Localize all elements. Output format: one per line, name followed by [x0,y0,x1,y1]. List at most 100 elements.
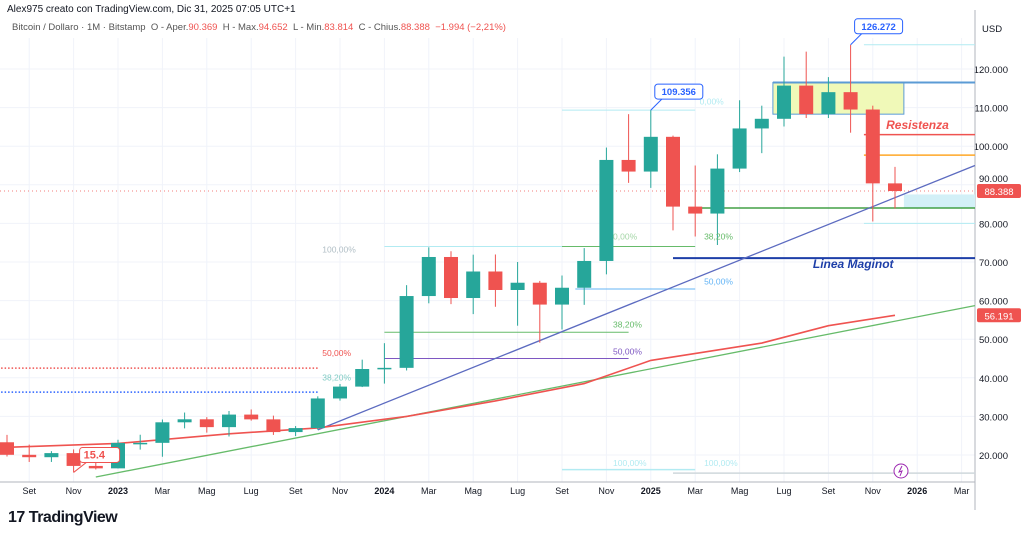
x-tick-label: Nov [865,486,882,496]
change-value: −1.994 (−2,21%) [435,22,506,33]
callout-box [79,446,121,463]
candle-body [355,368,370,387]
candle-body [288,428,303,433]
annotation-label: Resistenza [886,118,949,132]
candle-body [421,256,436,297]
annotation-label: 0,00% [613,232,638,242]
candle-body [310,398,325,429]
annotation-label: 100,00% [322,244,356,254]
annotation-label: 50,00% [613,347,642,357]
tradingview-logo[interactable]: 17 TradingView [8,509,118,527]
x-tick-label: Nov [66,486,83,496]
candle-body [488,271,503,290]
candle-body [577,260,592,288]
annotation-label: 38,20% [704,232,733,242]
zone-box [903,194,975,208]
candle-body [666,136,680,207]
annotation-label: 100,00% [704,458,738,468]
candle-body [66,453,81,466]
price-tag-label: 88.388 [984,187,1013,198]
candle-body [22,454,37,458]
candle-body [510,282,525,290]
x-tick-label: Set [822,486,836,496]
y-tick-label: 50.000 [979,335,1008,346]
lightning-icon-glyph [898,465,903,477]
x-tick-label: Mag [198,486,216,496]
x-tick-label: Lug [776,486,791,496]
high-value: 94.652 [258,22,288,33]
candle-body [377,367,392,370]
annotation-label: 0,00% [700,97,725,107]
open-label: O - Aper. [150,22,189,33]
annotation-label: 38,20% [613,320,642,330]
low-label: L - Min. [292,22,325,33]
x-tick-label: Set [22,486,36,496]
candle-body [555,287,569,305]
logo-mark: 17 [8,509,25,526]
candle-body [732,128,747,169]
candle-body [177,419,192,423]
candle-body [777,85,791,119]
callout-label: 15.4 [84,449,106,461]
currency-label: USD [982,24,1002,35]
candle-body [88,465,103,469]
candle-body [155,422,170,443]
y-tick-label: 60.000 [979,297,1008,308]
y-tick-label: 40.000 [979,374,1008,385]
x-tick-label: Set [555,486,569,496]
callout-pointer [850,32,863,46]
candle-body [199,419,214,428]
y-tick-label: 120.000 [974,65,1008,76]
candle-body [44,453,59,458]
candle-body [710,168,725,214]
open-value: 90.369 [188,22,218,33]
y-tick-label: 100.000 [974,142,1008,153]
x-tick-label: 2023 [108,486,128,496]
callout-box [654,83,704,100]
candle-body [466,271,481,299]
candle-body [688,206,703,214]
trendline [95,304,976,478]
callout-label: 126.272 [861,22,895,33]
candle-body [222,414,236,428]
y-tick-label: 80.000 [979,219,1008,230]
x-tick-label: Mag [464,486,482,496]
zone-box [772,82,905,115]
y-tick-label: 70.000 [979,258,1008,269]
candle-body [266,419,281,433]
price-tag-label: 56.191 [984,311,1013,322]
symbol-label[interactable]: Bitcoin / Dollaro · 1M · Bitstamp [12,22,146,33]
x-tick-label: Set [289,486,303,496]
x-tick-label: Lug [510,486,525,496]
x-tick-label: Nov [332,486,349,496]
annotation-label: 50,00% [322,348,351,358]
callout-pointer [73,461,88,473]
callout-label: 109.356 [662,87,696,98]
price-tag [977,308,1021,323]
candle-body [888,183,902,192]
x-tick-label: Nov [598,486,615,496]
annotation-label: 100,00% [613,458,647,468]
candle-body [399,296,414,368]
candle-body [333,386,347,399]
low-value: 83.814 [324,22,354,33]
candle-body [865,109,880,184]
x-tick-label: Mag [731,486,749,496]
candle-body [754,118,769,129]
price-tag [977,184,1021,199]
author-line: Alex975 creato con TradingView.com, Dic … [7,4,296,15]
x-tick-label: Mar [687,486,703,496]
y-tick-label: 90.000 [979,174,1008,185]
candle-body [444,256,458,299]
logo-text: TradingView [28,509,118,526]
annotation-label: 50,00% [704,276,733,286]
close-value: 88.388 [400,22,430,33]
x-tick-label: 2024 [374,486,394,496]
candle-body [843,92,858,110]
ohlc-legend: Bitcoin / Dollaro · 1M · Bitstamp O - Ap… [12,22,506,33]
candle-body [0,442,14,455]
high-label: H - Max. [222,22,259,33]
close-label: C - Chius. [358,22,401,33]
x-tick-label: 2026 [907,486,927,496]
